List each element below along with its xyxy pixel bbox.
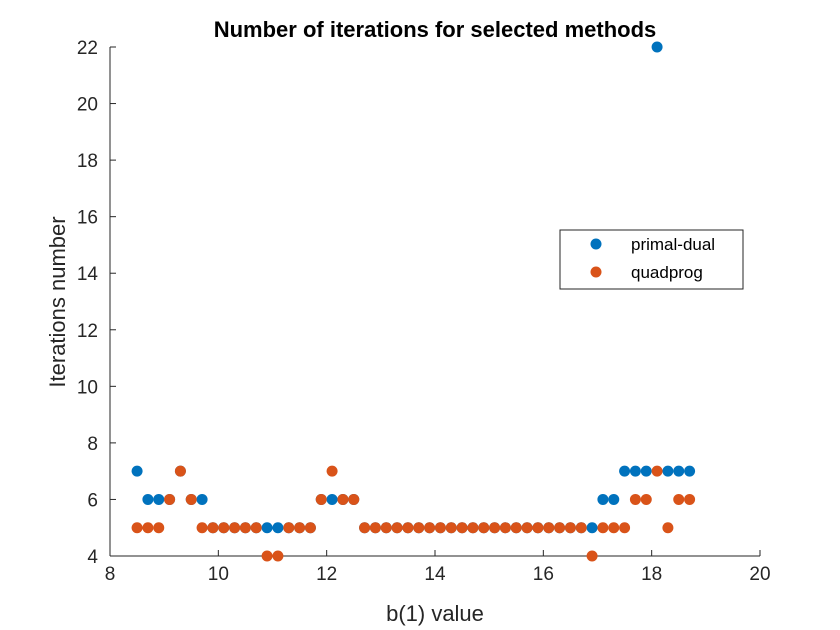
y-tick-label: 8 — [87, 434, 98, 455]
data-point-quadprog — [294, 522, 306, 534]
data-point-quadprog — [337, 493, 349, 505]
data-point-quadprog — [207, 522, 219, 534]
data-point-quadprog — [445, 522, 457, 534]
x-tick-label: 14 — [424, 564, 446, 585]
data-point-quadprog — [315, 493, 327, 505]
data-point-quadprog — [499, 522, 511, 534]
data-point-quadprog — [543, 522, 555, 534]
data-point-quadprog — [434, 522, 446, 534]
data-point-quadprog — [640, 493, 652, 505]
data-point-quadprog — [326, 465, 338, 477]
data-point-quadprog — [196, 522, 208, 534]
data-point-quadprog — [662, 522, 674, 534]
data-point-primal-dual — [153, 493, 165, 505]
data-point-quadprog — [608, 522, 620, 534]
data-point-quadprog — [521, 522, 533, 534]
x-tick-label: 16 — [533, 564, 554, 585]
data-point-quadprog — [185, 493, 197, 505]
data-point-quadprog — [164, 493, 176, 505]
data-points — [131, 41, 696, 562]
legend-box — [559, 229, 744, 290]
legend-label-primal-dual: primal-dual — [631, 235, 715, 254]
data-point-quadprog — [629, 493, 641, 505]
data-point-quadprog — [142, 522, 154, 534]
data-point-quadprog — [131, 522, 143, 534]
legend-marker-quadprog — [590, 266, 602, 278]
data-point-primal-dual — [684, 465, 696, 477]
data-point-quadprog — [564, 522, 576, 534]
chart-title: Number of iterations for selected method… — [214, 17, 657, 42]
data-point-primal-dual — [640, 465, 652, 477]
data-point-quadprog — [467, 522, 479, 534]
data-point-quadprog — [673, 493, 685, 505]
legend-label-quadprog: quadprog — [631, 263, 703, 282]
data-point-quadprog — [478, 522, 490, 534]
x-tick-label: 8 — [105, 564, 116, 585]
data-point-quadprog — [456, 522, 468, 534]
data-point-quadprog — [380, 522, 392, 534]
data-point-primal-dual — [272, 522, 284, 534]
data-point-quadprog — [619, 522, 631, 534]
data-point-quadprog — [391, 522, 403, 534]
data-point-primal-dual — [662, 465, 674, 477]
data-point-primal-dual — [619, 465, 631, 477]
data-point-quadprog — [510, 522, 522, 534]
data-point-primal-dual — [597, 493, 609, 505]
x-tick-label: 10 — [208, 564, 229, 585]
data-point-quadprog — [554, 522, 566, 534]
data-point-quadprog — [424, 522, 436, 534]
x-axis-label: b(1) value — [386, 601, 484, 626]
data-point-quadprog — [218, 522, 230, 534]
x-tick-label: 18 — [641, 564, 662, 585]
y-axis-label: Iterations number — [45, 216, 70, 387]
data-point-quadprog — [153, 522, 165, 534]
data-point-quadprog — [575, 522, 587, 534]
x-tick-label: 12 — [316, 564, 337, 585]
y-tick-label: 20 — [77, 95, 98, 116]
data-point-quadprog — [651, 465, 663, 477]
legend: primal-dual quadprog — [559, 229, 744, 290]
data-point-quadprog — [597, 522, 609, 534]
data-point-quadprog — [586, 550, 598, 562]
data-point-quadprog — [250, 522, 262, 534]
y-tick-label: 4 — [87, 547, 98, 568]
y-tick-label: 6 — [87, 490, 98, 511]
data-point-primal-dual — [326, 493, 338, 505]
data-point-quadprog — [283, 522, 295, 534]
data-point-primal-dual — [586, 522, 598, 534]
data-point-quadprog — [369, 522, 381, 534]
data-point-quadprog — [413, 522, 425, 534]
y-tick-label: 18 — [77, 151, 98, 172]
data-point-primal-dual — [608, 493, 620, 505]
data-point-quadprog — [489, 522, 501, 534]
y-tick-label: 14 — [77, 264, 99, 285]
data-point-primal-dual — [196, 493, 208, 505]
x-tick-label: 20 — [749, 564, 770, 585]
data-point-quadprog — [239, 522, 251, 534]
data-point-primal-dual — [651, 41, 663, 53]
data-point-quadprog — [348, 493, 360, 505]
data-point-primal-dual — [142, 493, 154, 505]
legend-marker-primal-dual — [590, 238, 602, 250]
data-point-primal-dual — [673, 465, 685, 477]
plot-area — [110, 47, 760, 556]
data-point-quadprog — [402, 522, 414, 534]
data-point-primal-dual — [629, 465, 641, 477]
y-tick-label: 10 — [77, 377, 98, 398]
y-tick-label: 16 — [77, 208, 98, 229]
axes: 8 10 12 14 16 18 20 4 6 8 10 12 14 16 18 20 22 — [77, 38, 771, 585]
data-point-quadprog — [229, 522, 241, 534]
data-point-quadprog — [261, 550, 273, 562]
data-point-quadprog — [532, 522, 544, 534]
y-tick-label: 12 — [77, 321, 98, 342]
data-point-quadprog — [359, 522, 371, 534]
data-point-primal-dual — [131, 465, 143, 477]
data-point-quadprog — [174, 465, 186, 477]
data-point-quadprog — [272, 550, 284, 562]
data-point-quadprog — [684, 493, 696, 505]
data-point-quadprog — [304, 522, 316, 534]
data-point-primal-dual — [261, 522, 273, 534]
y-tick-label: 22 — [77, 38, 98, 59]
